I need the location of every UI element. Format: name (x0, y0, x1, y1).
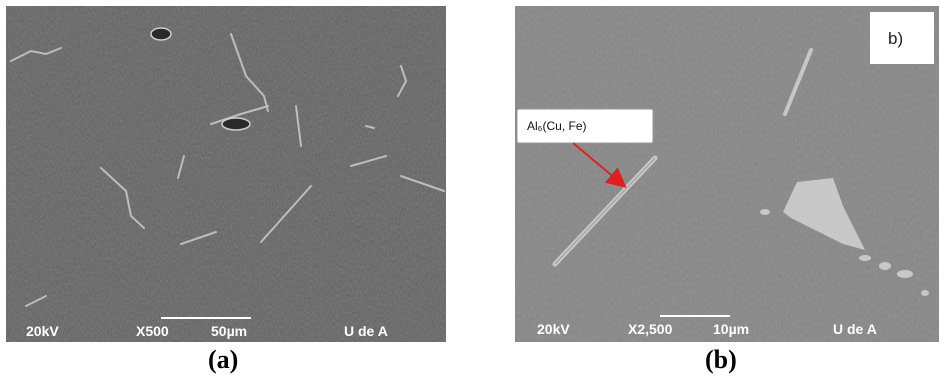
sem-image-b: b) Al₆(Cu, Fe) 20kV X2,500 10µm U de A (515, 6, 939, 342)
blob-particle-b (760, 178, 929, 296)
phase-arrow (572, 142, 627, 188)
phase-label: Al₆(Cu, Fe) (527, 119, 587, 133)
panel-tag-b: b) (888, 29, 903, 48)
sem-image-a: 20kV X500 50µm U de A (6, 6, 446, 342)
lab-label-a: U de A (344, 323, 388, 339)
voltage-label-a: 20kV (26, 323, 59, 339)
caption-b: (b) (705, 345, 737, 374)
caption-a: (a) (208, 345, 239, 374)
magnification-label-a: X500 (136, 323, 169, 339)
magnification-label-b: X2,500 (628, 321, 673, 337)
scale-label-a: 50µm (211, 323, 247, 339)
particles-a (10, 33, 445, 307)
needle-particles-b (552, 48, 813, 267)
scale-label-b: 10µm (713, 321, 749, 337)
voltage-label-b: 20kV (537, 321, 570, 337)
lab-label-b: U de A (833, 321, 877, 337)
